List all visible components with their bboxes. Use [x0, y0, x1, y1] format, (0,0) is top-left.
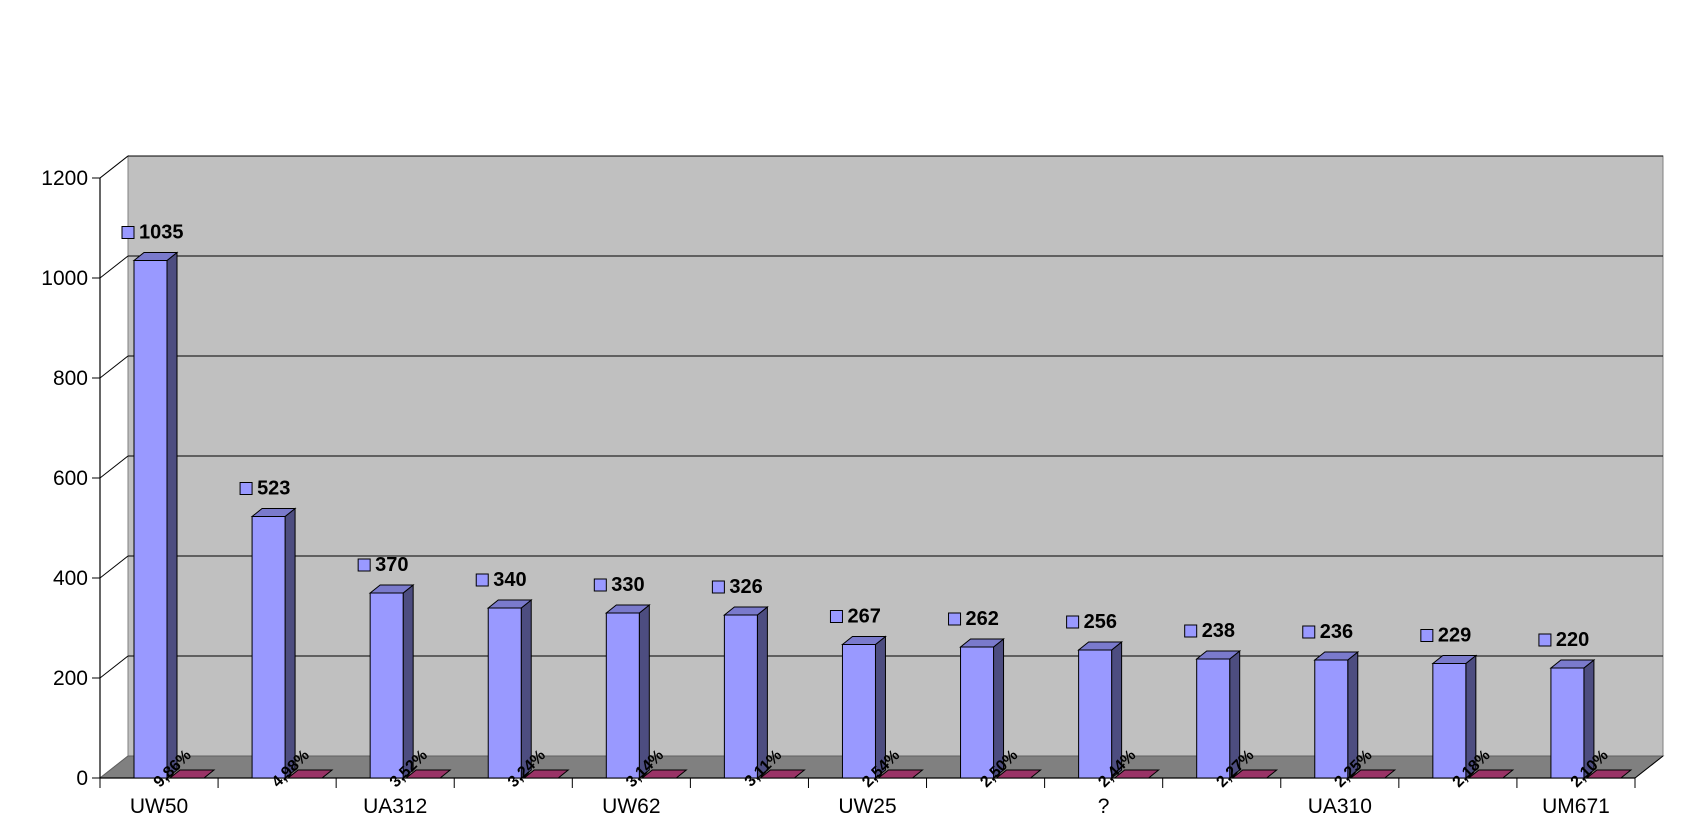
value-label: 220: [1556, 629, 1589, 651]
bar-front: [1078, 649, 1113, 779]
x-category-label: UA312: [363, 795, 427, 818]
bar-front: [487, 607, 522, 779]
percent-bar: [404, 769, 452, 779]
gridline-side: [99, 655, 129, 679]
value-label-marker: [829, 610, 843, 623]
value-label: 238: [1202, 620, 1235, 642]
bar: [1549, 658, 1596, 780]
percent-bar: [1349, 769, 1397, 779]
y-tick-label: 600: [53, 467, 88, 490]
bar-side: [520, 598, 532, 780]
value-label-marker: [239, 482, 253, 495]
bar: [1077, 640, 1124, 780]
bar: [959, 637, 1005, 780]
bar-front: [369, 592, 404, 779]
bar-front: [723, 614, 758, 779]
value-label: 340: [493, 569, 526, 591]
value-label-marker: [357, 558, 371, 572]
bar: [722, 605, 769, 780]
bar-side: [166, 251, 178, 780]
percent-bar: [1113, 769, 1161, 779]
bar: [486, 598, 533, 780]
y-tick-label: 1200: [41, 167, 88, 190]
value-label: 1035: [139, 222, 184, 244]
bar: [1431, 654, 1478, 780]
gridline-side: [99, 155, 129, 179]
value-label-marker: [121, 226, 135, 239]
y-tick-label: 800: [53, 367, 88, 390]
bar-front: [133, 260, 168, 779]
y-tick-label: 200: [53, 667, 88, 690]
x-axis-depth: [1634, 755, 1664, 779]
value-label: 370: [375, 554, 408, 576]
value-label-marker: [1184, 624, 1198, 638]
bar-side: [638, 603, 650, 780]
percent-bar: [640, 769, 688, 779]
bar-side: [756, 605, 768, 780]
bar: [1195, 649, 1242, 780]
bar-side: [284, 507, 296, 780]
bar-front: [605, 612, 640, 779]
bar-front: [1550, 667, 1585, 779]
bar-side: [402, 583, 414, 780]
bar-front: [1196, 658, 1231, 779]
value-label-marker: [948, 612, 962, 626]
value-label-marker: [593, 578, 607, 592]
percent-bar: [1231, 769, 1279, 779]
gridline-side: [99, 355, 129, 379]
value-label: 267: [847, 606, 880, 628]
x-category-label: UW62: [602, 795, 660, 818]
gridline-side: [99, 555, 129, 579]
percent-bar: [758, 769, 806, 779]
value-label: 326: [729, 576, 762, 598]
bar-front: [841, 644, 876, 779]
x-category-label: UA310: [1308, 795, 1372, 818]
value-label: 523: [257, 478, 290, 500]
gridline-side: [99, 455, 129, 479]
percent-bar: [995, 769, 1042, 779]
bar: [250, 507, 297, 780]
value-label-marker: [1538, 633, 1552, 647]
bar: [1313, 650, 1360, 780]
value-label: 330: [611, 574, 644, 596]
percent-bar: [286, 769, 334, 779]
x-category-label: UW50: [130, 795, 188, 818]
value-label: 236: [1320, 621, 1353, 643]
bar: [841, 635, 887, 780]
x-category-label: UW25: [838, 795, 896, 818]
gridline-side: [99, 255, 129, 279]
x-category-label: ?: [1098, 795, 1110, 818]
y-tick-label: 0: [76, 767, 88, 790]
bar-front: [1314, 659, 1349, 779]
bar: [368, 583, 415, 780]
value-label: 229: [1438, 625, 1471, 647]
percent-bar: [877, 769, 924, 779]
value-label: 256: [1084, 611, 1117, 633]
value-label-marker: [1302, 625, 1316, 639]
y-tick-label: 1000: [41, 267, 88, 290]
value-label: 262: [966, 608, 999, 630]
percent-bar: [522, 769, 570, 779]
percent-bar: [168, 769, 216, 779]
bar: [604, 603, 651, 780]
percent-bar: [1585, 769, 1633, 779]
bar-front: [960, 646, 995, 779]
value-label-marker: [1066, 615, 1080, 629]
x-category-label: UM671: [1542, 795, 1610, 818]
bar-front: [1432, 663, 1467, 779]
value-label-marker: [1420, 629, 1434, 642]
bar-front: [251, 516, 286, 779]
value-label-marker: [475, 573, 489, 587]
percent-bar: [1467, 769, 1515, 779]
value-label-marker: [711, 580, 725, 594]
bar: [132, 251, 179, 780]
y-tick-label: 400: [53, 567, 88, 590]
